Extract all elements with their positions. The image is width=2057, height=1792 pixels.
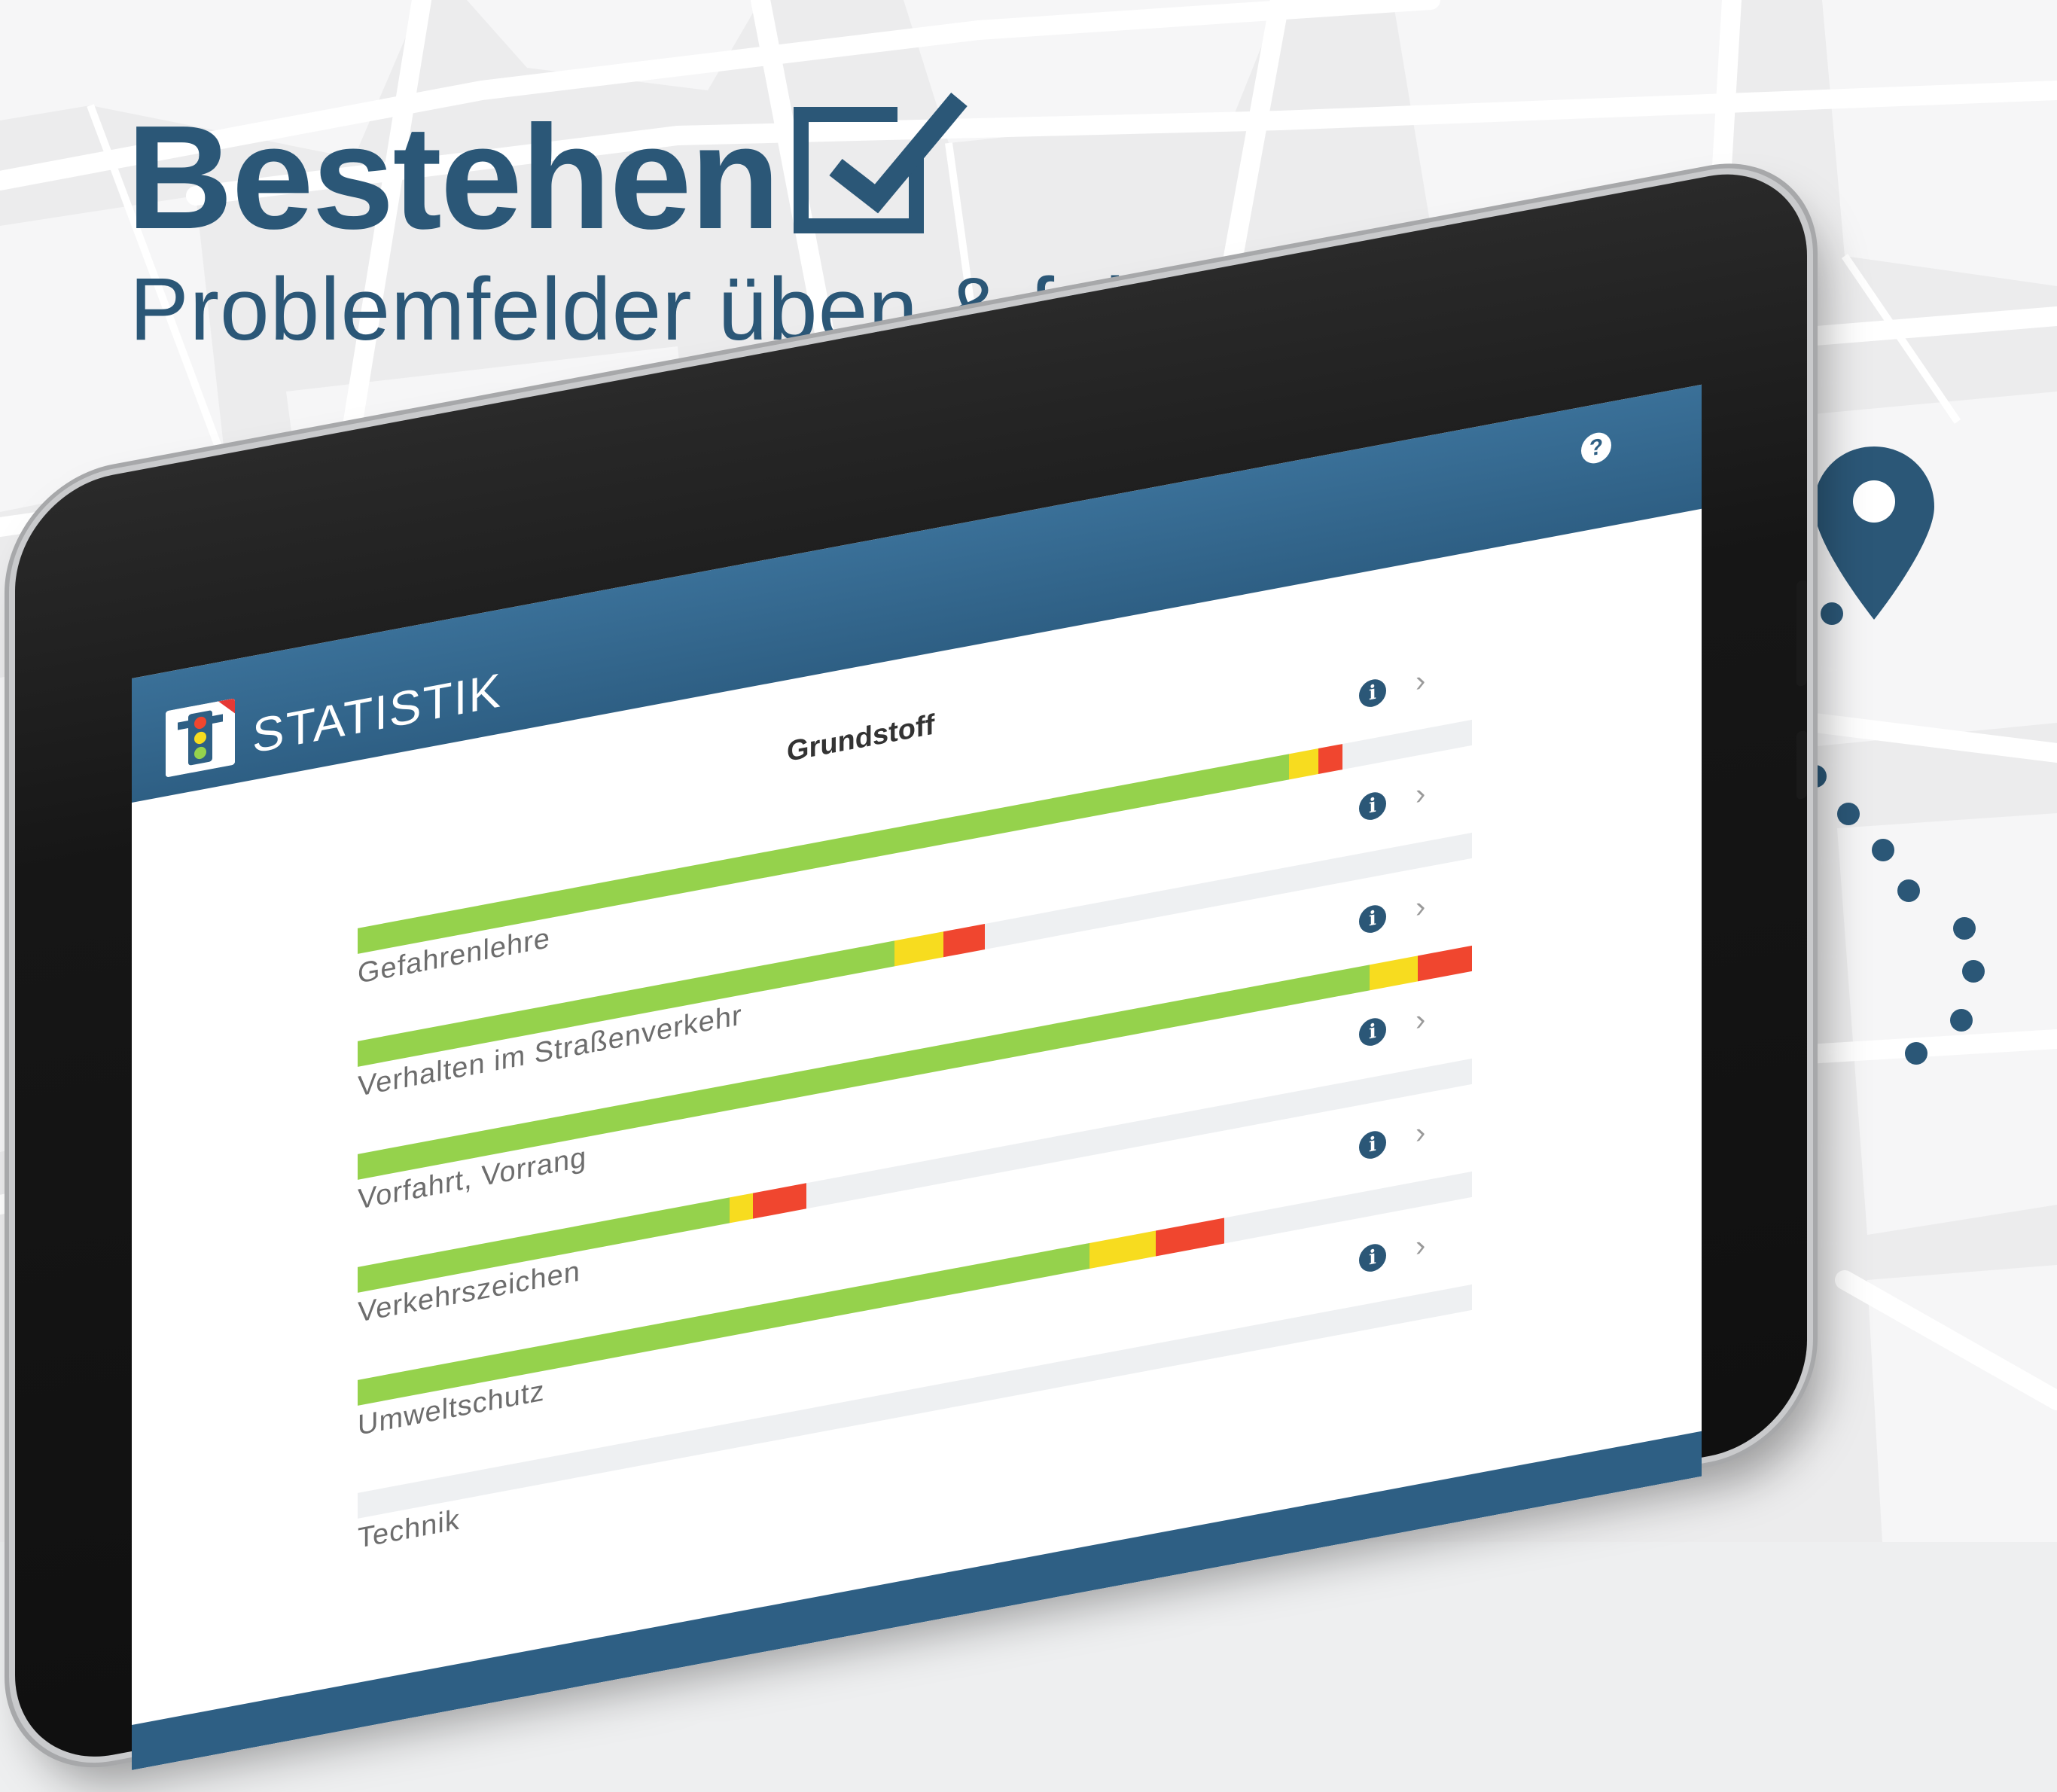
section-title: Grundstoff <box>787 709 935 769</box>
app-header: STATISTIK ? <box>132 384 1702 803</box>
route-dot <box>1872 839 1894 861</box>
help-icon[interactable]: ? <box>1581 430 1611 466</box>
app-title: STATISTIK <box>252 662 503 764</box>
info-icon[interactable]: i <box>1359 1242 1386 1274</box>
progress-red <box>1318 744 1343 775</box>
route-dot <box>1821 602 1843 625</box>
progress-red <box>1155 1218 1225 1257</box>
progress-yellow <box>730 1193 754 1224</box>
headline: Bestehen <box>126 95 780 260</box>
route-dot <box>1905 1042 1927 1065</box>
info-icon[interactable]: i <box>1359 790 1386 822</box>
chevron-right-icon[interactable]: › <box>1416 1002 1426 1038</box>
progress-yellow <box>894 931 944 967</box>
progress-red <box>753 1183 807 1219</box>
map-pin-icon <box>1814 446 1934 620</box>
route-dot <box>1953 917 1976 940</box>
chevron-right-icon[interactable]: › <box>1416 776 1426 812</box>
chevron-right-icon[interactable]: › <box>1416 1115 1426 1150</box>
info-icon[interactable]: i <box>1359 1016 1386 1048</box>
info-icon[interactable]: i <box>1359 677 1386 709</box>
progress-red <box>1417 945 1472 982</box>
route-dot <box>1837 803 1860 825</box>
progress-yellow <box>1289 748 1318 780</box>
tablet-mockup: STATISTIK ? Grundstoff i › Gefahrenlehre i ›… <box>15 157 1807 1773</box>
info-icon[interactable]: i <box>1359 903 1386 935</box>
info-icon[interactable]: i <box>1359 1129 1386 1161</box>
side-button <box>1796 579 1807 687</box>
tablet-device: STATISTIK ? Grundstoff i › Gefahrenlehre i ›… <box>15 157 1807 1773</box>
chevron-right-icon[interactable]: › <box>1416 889 1426 925</box>
progress-red <box>943 923 986 958</box>
route-dot <box>1804 765 1827 788</box>
progress-yellow <box>1369 955 1418 991</box>
route-dot <box>1962 960 1985 983</box>
side-button <box>1796 730 1807 800</box>
progress-yellow <box>1089 1230 1156 1269</box>
traffic-light-icon <box>166 698 235 778</box>
chevron-right-icon[interactable]: › <box>1416 1228 1426 1263</box>
app-screen: STATISTIK ? Grundstoff i › Gefahrenlehre i ›… <box>132 384 1702 1770</box>
chevron-right-icon[interactable]: › <box>1416 663 1426 699</box>
checkbox-checked-icon <box>794 93 968 233</box>
route-dot <box>1950 1009 1973 1032</box>
route-dot <box>1897 879 1920 902</box>
